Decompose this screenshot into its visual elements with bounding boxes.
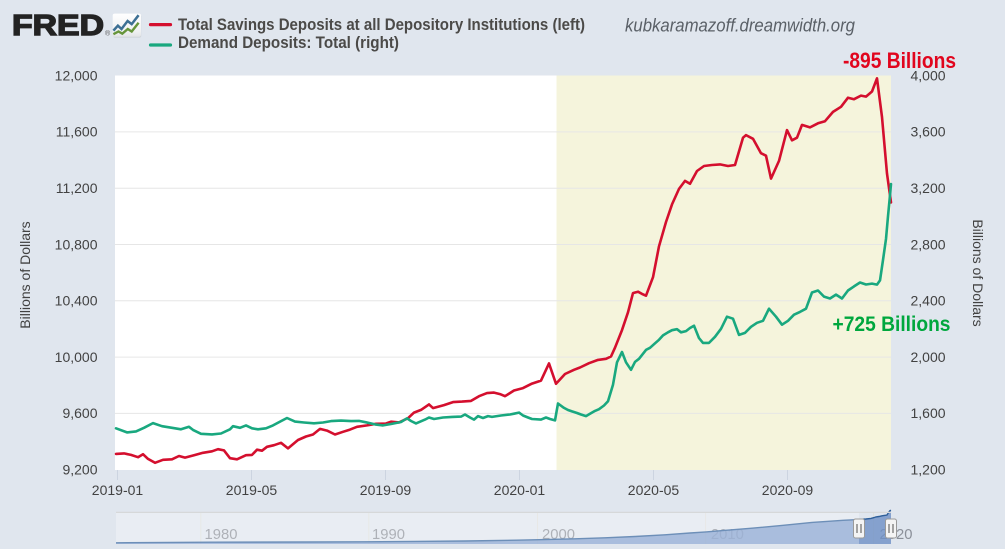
svg-text:10,800: 10,800 bbox=[55, 236, 98, 252]
svg-text:2,400: 2,400 bbox=[911, 293, 946, 309]
svg-text:2019-01: 2019-01 bbox=[92, 482, 144, 498]
svg-text:2019-05: 2019-05 bbox=[226, 482, 278, 498]
svg-text:®: ® bbox=[105, 30, 111, 38]
svg-text:1980: 1980 bbox=[205, 527, 238, 543]
svg-text:9,200: 9,200 bbox=[62, 462, 97, 478]
svg-text:3,600: 3,600 bbox=[911, 124, 946, 140]
svg-text:2,800: 2,800 bbox=[911, 236, 946, 252]
svg-text:11,600: 11,600 bbox=[56, 124, 98, 140]
svg-text:3,200: 3,200 bbox=[911, 180, 946, 196]
svg-text:12,000: 12,000 bbox=[55, 67, 98, 83]
svg-text:-895 Billions: -895 Billions bbox=[843, 48, 956, 73]
svg-text:2020-09: 2020-09 bbox=[762, 482, 814, 498]
svg-text:11,200: 11,200 bbox=[56, 180, 98, 196]
svg-text:2,000: 2,000 bbox=[911, 349, 946, 365]
svg-text:Demand Deposits: Total (right): Demand Deposits: Total (right) bbox=[178, 34, 399, 52]
svg-text:Total Savings Deposits at all: Total Savings Deposits at all Depository… bbox=[178, 16, 585, 34]
svg-text:+725 Billions: +725 Billions bbox=[833, 312, 951, 336]
svg-text:FRED: FRED bbox=[12, 10, 104, 42]
svg-text:10,000: 10,000 bbox=[55, 349, 98, 365]
svg-text:2020-05: 2020-05 bbox=[628, 482, 680, 498]
svg-text:Billions of Dollars: Billions of Dollars bbox=[970, 219, 986, 326]
svg-text:Billions of Dollars: Billions of Dollars bbox=[17, 221, 33, 328]
svg-text:1,600: 1,600 bbox=[911, 405, 946, 421]
svg-text:1,200: 1,200 bbox=[911, 462, 946, 478]
svg-text:9,600: 9,600 bbox=[62, 405, 97, 421]
svg-text:2019-09: 2019-09 bbox=[360, 482, 412, 498]
svg-text:kubkaramazoff.dreamwidth.org: kubkaramazoff.dreamwidth.org bbox=[625, 15, 856, 36]
svg-text:2020-01: 2020-01 bbox=[494, 482, 546, 498]
svg-text:10,400: 10,400 bbox=[55, 293, 98, 309]
svg-text:4,000: 4,000 bbox=[911, 67, 946, 83]
svg-text:1990: 1990 bbox=[372, 527, 405, 543]
